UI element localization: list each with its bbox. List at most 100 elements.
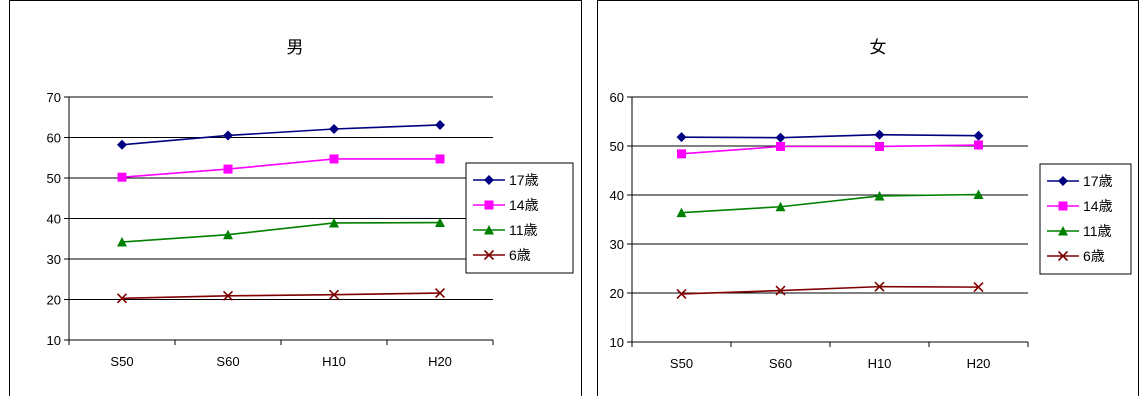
legend: 17歳 14歳 11歳 6歳: [465, 162, 574, 274]
series-3: [116, 287, 446, 304]
legend-marker: [1058, 201, 1068, 211]
legend-label: 17歳: [1083, 173, 1113, 189]
legend-marker: [1058, 226, 1068, 236]
legend-marker: [483, 249, 495, 261]
data-point: [874, 190, 885, 201]
data-point: [435, 154, 445, 164]
data-point: [875, 141, 884, 151]
data-point: [676, 288, 687, 300]
y-tick-label: 10: [47, 333, 61, 348]
y-tick-label: 70: [47, 90, 61, 105]
legend-marker: [484, 225, 494, 235]
data-point: [116, 293, 128, 304]
y-tick-label: 40: [610, 188, 624, 203]
legend-marker: [484, 200, 494, 210]
y-tick-label: 60: [47, 131, 61, 146]
legend-item: 14歳: [473, 197, 539, 213]
legend-label: 6歳: [1083, 248, 1105, 264]
data-point: [974, 140, 983, 150]
data-point: [328, 289, 340, 300]
legend-label: 14歳: [1083, 198, 1113, 214]
y-tick-label: 30: [610, 237, 624, 252]
data-point: [874, 281, 885, 292]
series-line: [681, 133, 979, 139]
series-line: [681, 285, 979, 295]
data-point: [117, 172, 127, 182]
y-tick-label: 20: [47, 293, 61, 308]
series-2: [117, 217, 445, 247]
legend-item: 17歳: [473, 172, 539, 188]
data-point: [117, 236, 127, 247]
legend-label: 14歳: [509, 197, 539, 213]
data-point: [775, 285, 786, 296]
legend-label: 6歳: [509, 247, 531, 263]
legend-marker: [1058, 176, 1068, 186]
legend-box: [465, 162, 574, 274]
data-point: [677, 149, 686, 159]
chart-title: 女: [870, 38, 887, 57]
data-point: [676, 207, 687, 218]
chart-panel-male: 男 10 20 30 40 50 60 70 S50 S60 H10 H20 17歳 14歳 11歳 6歳: [9, 0, 582, 396]
data-point: [329, 123, 339, 134]
series-0: [676, 129, 984, 143]
legend-item: 6歳: [473, 247, 531, 263]
y-tick-label: 50: [610, 139, 624, 154]
series-line: [121, 124, 441, 146]
x-tick-label: S50: [110, 354, 133, 369]
series-3: [676, 281, 984, 300]
data-point: [223, 229, 233, 240]
series-line: [121, 158, 440, 178]
data-point: [435, 119, 445, 130]
data-point: [775, 201, 786, 212]
series-line: [681, 144, 979, 155]
legend-item: 6歳: [1047, 248, 1105, 264]
data-point: [434, 287, 446, 299]
data-point: [973, 130, 984, 141]
series-1: [117, 154, 445, 182]
x-tick-label: S60: [216, 354, 239, 369]
data-point: [973, 189, 984, 200]
data-point: [973, 282, 984, 293]
legend: 17歳 14歳 11歳 6歳: [1039, 163, 1132, 275]
legend-item: 11歳: [473, 222, 538, 238]
data-point: [775, 132, 786, 143]
data-point: [329, 154, 339, 164]
data-point: [117, 139, 127, 150]
x-tick-label: S50: [670, 356, 693, 371]
x-tick-label: H20: [428, 354, 452, 369]
y-tick-label: 30: [47, 252, 61, 267]
data-point: [223, 164, 233, 174]
legend-item: 14歳: [1047, 198, 1113, 214]
series-line: [121, 292, 441, 300]
series-line: [681, 193, 979, 214]
data-point: [874, 129, 885, 140]
data-point: [329, 217, 339, 228]
chart-panel-female: 女 10 20 30 40 50 60 S50 S60 H10 H20 17歳 14歳 11歳 6歳: [597, 0, 1139, 396]
legend-label: 11歳: [509, 222, 538, 238]
legend-label: 11歳: [1083, 223, 1112, 239]
legend-item: 11歳: [1047, 223, 1112, 239]
data-point: [222, 290, 234, 301]
data-point: [223, 130, 233, 141]
series-0: [117, 119, 445, 150]
legend-marker: [1057, 250, 1069, 262]
legend-label: 17歳: [509, 172, 539, 188]
chart-male: 男 10 20 30 40 50 60 70 S50 S60 H10 H20 17歳 14歳 11歳 6歳: [47, 38, 574, 369]
y-tick-label: 20: [610, 286, 624, 301]
series-2: [676, 189, 984, 218]
data-point: [776, 141, 785, 151]
x-tick-label: S60: [769, 356, 792, 371]
series-line: [121, 221, 441, 243]
legend-marker: [484, 175, 494, 185]
y-tick-label: 50: [47, 171, 61, 186]
y-tick-label: 10: [610, 335, 624, 350]
x-tick-label: H20: [967, 356, 991, 371]
chart-title: 男: [287, 38, 304, 57]
series-1: [677, 140, 983, 159]
y-tick-label: 40: [47, 212, 61, 227]
data-point: [435, 217, 445, 228]
legend-item: 17歳: [1047, 173, 1113, 189]
chart-female: 女 10 20 30 40 50 60 S50 S60 H10 H20 17歳 14歳 11歳 6歳: [610, 38, 1132, 371]
x-tick-label: H10: [868, 356, 892, 371]
data-point: [676, 132, 687, 143]
